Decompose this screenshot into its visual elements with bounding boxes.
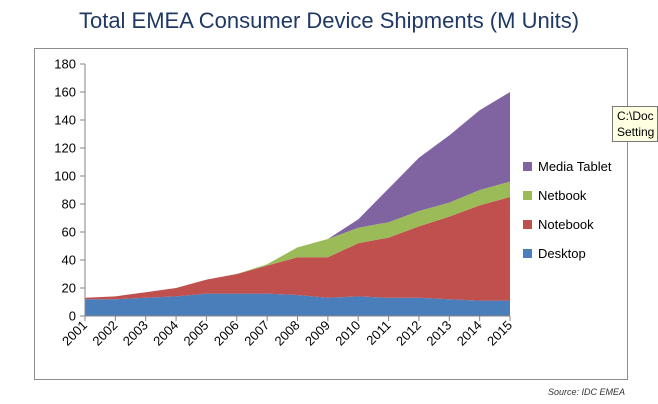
legend-swatch [523, 191, 532, 200]
y-tick-label: 0 [69, 309, 76, 324]
x-tick-label: 2008 [272, 318, 303, 349]
legend-label: Media Tablet [538, 159, 612, 174]
x-tick-label: 2009 [302, 318, 333, 349]
x-tick-label: 2006 [211, 318, 242, 349]
y-tick-label: 60 [62, 225, 76, 240]
x-tick-label: 2002 [89, 318, 120, 349]
source-note: Source: IDC EMEA [548, 387, 626, 397]
y-tick-label: 100 [54, 169, 76, 184]
legend-label: Desktop [538, 246, 586, 261]
legend-swatch [523, 162, 532, 171]
x-tick-label: 2015 [484, 318, 515, 349]
y-tick-label: 20 [62, 281, 76, 296]
legend-label: Netbook [538, 188, 587, 203]
y-tick-label: 180 [54, 57, 76, 72]
chart-title: Total EMEA Consumer Device Shipments (M … [78, 8, 580, 33]
y-tick-label: 40 [62, 253, 76, 268]
y-tick-label: 120 [54, 141, 76, 156]
x-tick-label: 2007 [241, 318, 272, 349]
x-tick-label: 2011 [363, 318, 393, 348]
y-tick-label: 80 [62, 197, 76, 212]
y-tick-label: 140 [54, 113, 76, 128]
area-desktop [85, 293, 510, 316]
x-tick-label: 2014 [454, 318, 485, 349]
x-tick-label: 2004 [150, 318, 181, 349]
x-tick-label: 2001 [59, 318, 90, 349]
area-media-tablet [85, 92, 510, 298]
legend-swatch [523, 249, 532, 258]
area-notebook [85, 197, 510, 301]
file-path-tooltip: C:\Doc Setting [612, 106, 658, 142]
chart-frame: 0 20 40 60 80 100 120 140 160 180 2001 2002 2003 200… [34, 48, 628, 380]
legend-swatch [523, 220, 532, 229]
y-tick-label: 160 [54, 85, 76, 100]
series-areas [85, 92, 510, 316]
legend-label: Notebook [538, 217, 594, 232]
x-tick-label: 2013 [423, 318, 454, 349]
x-axis-ticks: 2001 2002 2003 2004 2005 2006 2007 2008 2009 2010… [59, 316, 515, 349]
legend: Media Tablet Netbook Notebook Desktop [523, 159, 612, 261]
x-tick-label: 2003 [120, 318, 151, 349]
x-tick-label: 2012 [393, 318, 424, 349]
y-axis-ticks: 0 20 40 60 80 100 120 140 160 180 [54, 57, 85, 324]
tooltip-line-1: C:\Doc [617, 109, 654, 123]
x-tick-label: 2005 [180, 318, 211, 349]
x-tick-label: 2010 [332, 318, 363, 349]
tooltip-line-2: Setting [617, 125, 655, 139]
